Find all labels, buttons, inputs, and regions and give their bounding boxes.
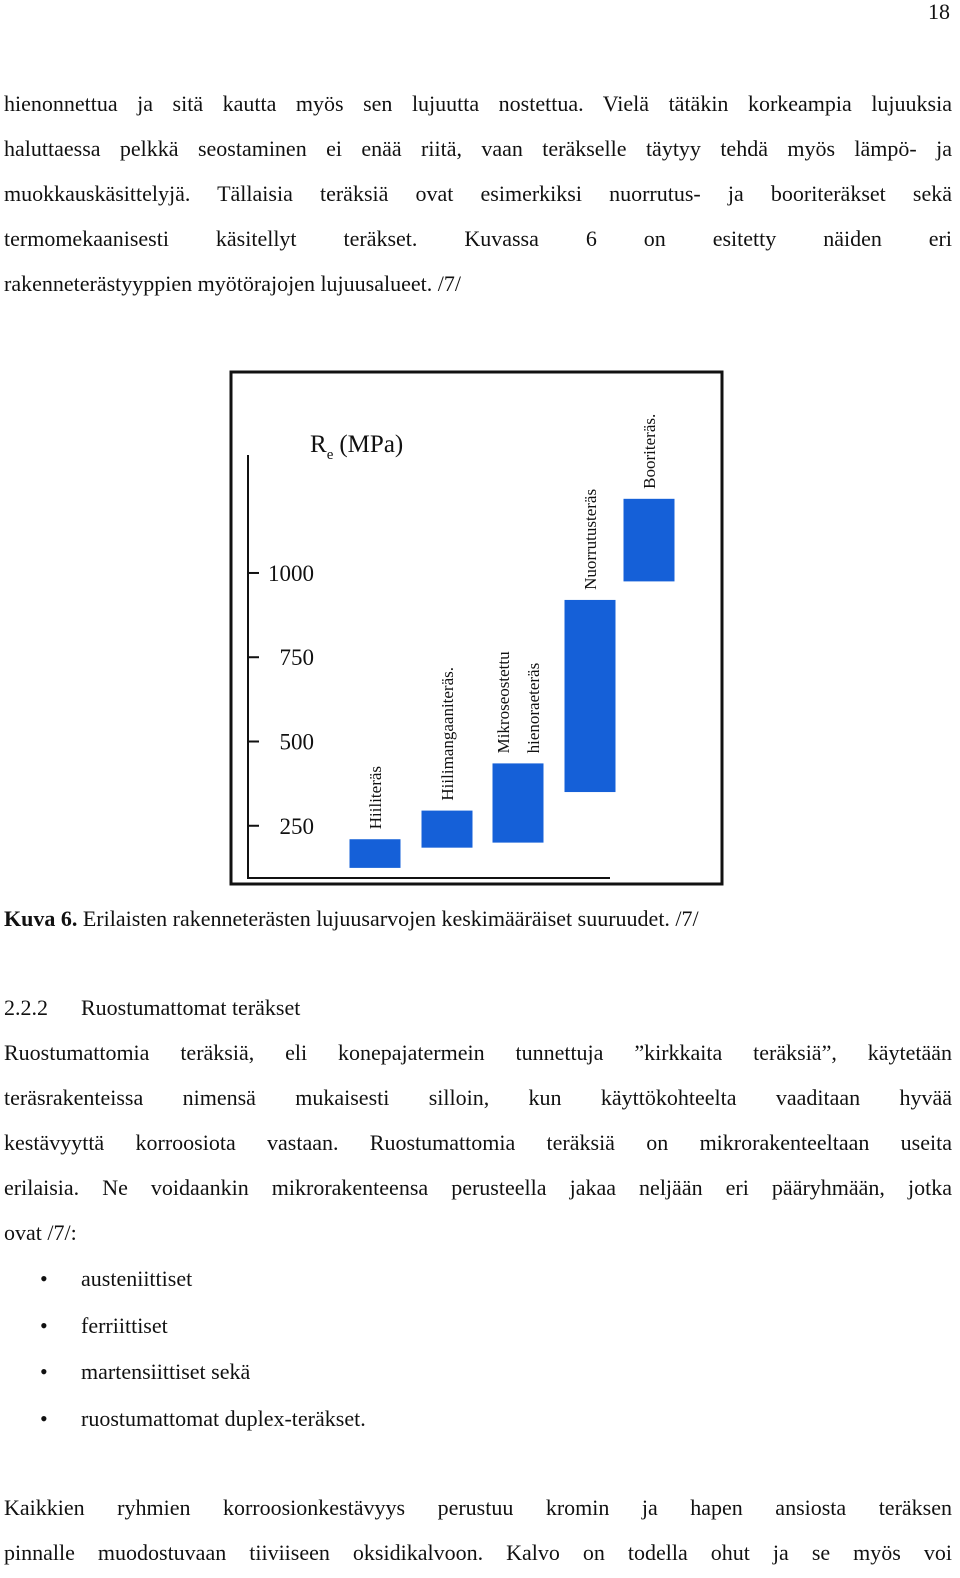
y-label-symbol: R bbox=[310, 431, 327, 458]
y-tick-label: 250 bbox=[280, 814, 315, 839]
list-item: martensiittiset sekä bbox=[81, 1359, 251, 1384]
category-label: Booriteräs. bbox=[640, 414, 659, 489]
list-bullet: • bbox=[40, 1359, 48, 1384]
category-label: Nuorrutusteräs bbox=[581, 489, 600, 590]
y-tick-label: 750 bbox=[280, 645, 315, 670]
y-axis-label: Re (MPa) bbox=[310, 431, 403, 463]
list-bullet: • bbox=[40, 1266, 48, 1291]
text-line: hienonnettua ja sitä kautta myös sen luj… bbox=[4, 91, 952, 116]
range-bar bbox=[492, 763, 544, 843]
caption-text: Erilaisten rakenneterästen lujuusarvojen… bbox=[82, 906, 699, 931]
category-label: Hiiliteräs bbox=[366, 766, 385, 829]
category-label: hienoraeteräs bbox=[524, 663, 543, 754]
text-line: erilaisia. Ne voidaankin mikrorakenteens… bbox=[4, 1175, 952, 1200]
range-bar bbox=[623, 498, 675, 582]
y-tick-label: 500 bbox=[280, 729, 315, 754]
text-line: termomekaanisesti käsitellyt teräkset. K… bbox=[4, 226, 952, 251]
figure-frame bbox=[229, 370, 724, 886]
range-bar bbox=[421, 810, 473, 848]
text-line: rakenneterästyyppien myötörajojen lujuus… bbox=[4, 271, 461, 296]
list-item: ruostumattomat duplex-teräkset. bbox=[81, 1405, 366, 1431]
section-title: Ruostumattomat teräkset bbox=[81, 995, 301, 1020]
text-line: ovat /7/: bbox=[4, 1220, 77, 1245]
category-label: Hiilimangaaniteräs. bbox=[438, 667, 457, 801]
list-item: austeniittiset bbox=[81, 1266, 193, 1291]
text-line: kestävyyttä korroosiota vastaan. Ruostum… bbox=[4, 1130, 952, 1155]
list-bullet: • bbox=[40, 1405, 48, 1431]
y-tick-label: 1000 bbox=[268, 561, 314, 586]
y-label-subscript: e bbox=[327, 447, 334, 463]
caption-label: Kuva 6. bbox=[4, 906, 78, 931]
range-bar bbox=[349, 839, 401, 868]
section-number: 2.2.2 bbox=[4, 995, 48, 1020]
list-item: ferriittiset bbox=[81, 1312, 168, 1338]
text-line: Ruostumattomia teräksiä, eli konepajater… bbox=[4, 1040, 952, 1065]
text-line: Kaikkien ryhmien korroosionkestävyys per… bbox=[4, 1495, 952, 1520]
range-bar bbox=[564, 599, 616, 793]
text-line: haluttaessa pelkkä seostaminen ei enää r… bbox=[4, 136, 952, 161]
text-line: teräsrakenteissa nimensä mukaisesti sill… bbox=[4, 1085, 952, 1110]
y-label-unit: (MPa) bbox=[339, 431, 403, 458]
list-bullet: • bbox=[40, 1312, 48, 1338]
text-line: muokkauskäsittelyjä. Tällaisia teräksiä … bbox=[4, 181, 952, 206]
page-number: 18 bbox=[928, 0, 950, 24]
text-line: pinnalle muodostuvaan tiiviiseen oksidik… bbox=[4, 1540, 952, 1565]
caption: Kuva 6. Erilaisten rakenneterästen lujuu… bbox=[4, 905, 952, 933]
category-label: Mikroseostettu bbox=[494, 651, 513, 753]
